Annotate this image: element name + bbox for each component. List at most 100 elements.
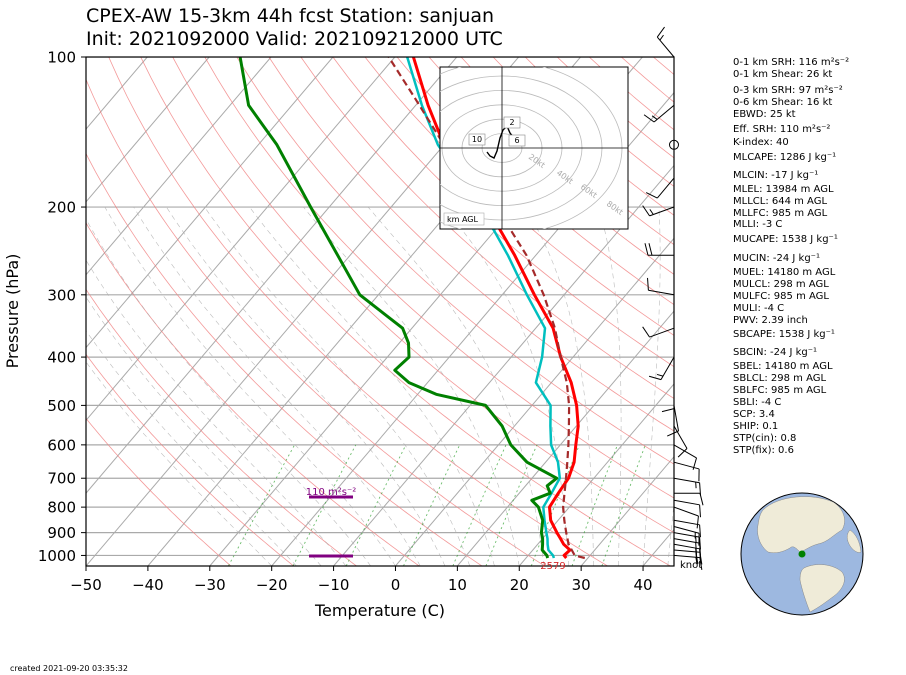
y-tick-label: 900: [47, 524, 76, 542]
wind-barb: [673, 477, 701, 496]
x-tick-label: −50: [70, 576, 102, 594]
dry-adiabat: [364, 57, 674, 336]
plot-frame: [85, 56, 675, 567]
y-tick-label: 300: [47, 286, 76, 304]
dry-adiabat: [140, 57, 671, 566]
wind-barb: [645, 177, 675, 199]
moist-adiabat: [249, 206, 495, 566]
isotherm: [86, 57, 396, 422]
x-tick-label: 0: [391, 576, 401, 594]
moist-adiabat: [86, 296, 322, 566]
dry-adiabat: [268, 57, 674, 432]
temperature-line: [411, 57, 580, 559]
x-tick-label: 40: [634, 576, 653, 594]
wind-barb: [661, 382, 675, 413]
y-axis-label: Pressure (hPa): [3, 254, 22, 369]
index-line: 0-1 km Shear: 26 kt: [733, 69, 833, 80]
index-line: MLCAPE: 1286 J kg⁻¹: [733, 152, 837, 163]
y-tick-label: 100: [47, 49, 76, 67]
isotherm: [395, 237, 674, 566]
index-line: EBWD: 25 kt: [733, 109, 796, 120]
y-tick-label: 800: [47, 499, 76, 517]
globe-africa-edge: [846, 529, 862, 553]
dry-adiabat: [86, 222, 420, 566]
index-line: MLLCL: 644 m AGL: [733, 196, 828, 207]
y-tick-label: 200: [47, 199, 76, 217]
y-tick-label: 400: [47, 349, 76, 367]
created-timestamp: created 2021-09-20 03:35:32: [10, 664, 128, 673]
wind-barb: [673, 444, 697, 470]
srh-label: 110 m²s⁻²: [306, 487, 357, 498]
dry-adiabat: [172, 57, 674, 534]
x-tick-label: 10: [448, 576, 467, 594]
x-tick-label: 30: [572, 576, 591, 594]
moist-adiabat: [303, 206, 520, 566]
moist-adiabat: [367, 206, 545, 566]
index-line: MLCIN: -17 J kg⁻¹: [733, 170, 819, 181]
index-line: STP(cin): 0.8: [733, 433, 797, 444]
wind-barb: [643, 104, 675, 123]
mixing-ratio-line: [601, 444, 646, 566]
moist-adiabat: [133, 206, 421, 566]
dry-adiabat: [332, 57, 674, 368]
moist-adiabat: [598, 206, 622, 566]
index-line: 0-6 km Shear: 16 kt: [733, 97, 833, 108]
x-tick-label: −20: [256, 576, 288, 594]
moist-adiabat: [86, 218, 371, 566]
isotherm: [86, 57, 148, 130]
wind-barb: [673, 519, 701, 538]
wind-barb: [673, 499, 701, 518]
moist-adiabat: [642, 206, 661, 566]
x-tick-label: −10: [318, 576, 350, 594]
chart-title-line-1: CPEX-AW 15-3km 44h fcst Station: sanjuan: [86, 5, 495, 27]
moist-adiabat: [204, 206, 470, 566]
wetbulb-line: [406, 57, 562, 559]
index-line: SBLCL: 298 m AGL: [733, 373, 827, 384]
x-tick-label: −30: [194, 576, 226, 594]
wind-barb: [648, 356, 675, 381]
index-line: MULFC: 985 m AGL: [733, 291, 829, 302]
moist-adiabat: [86, 330, 297, 566]
index-line: SHIP: 0.1: [733, 421, 779, 432]
surface-temperature-label: 2579: [540, 561, 565, 572]
dry-adiabat: [86, 78, 546, 566]
isotherm: [86, 57, 272, 276]
dry-adiabat: [300, 57, 674, 399]
moist-adiabat: [86, 259, 347, 566]
dry-adiabat: [396, 57, 674, 306]
mixing-ratio-line: [452, 444, 507, 566]
index-line: MUCIN: -24 J kg⁻¹: [733, 253, 820, 264]
wind-barb: [673, 461, 700, 482]
index-line: 0-3 km SRH: 97 m²s⁻²: [733, 85, 843, 96]
wind-barb: [673, 526, 700, 546]
index-line: MUCAPE: 1538 J kg⁻¹: [733, 234, 838, 245]
wind-barb: [644, 243, 674, 256]
isotherm: [271, 91, 674, 566]
x-tick-label: −40: [132, 576, 164, 594]
index-line: STP(fix): 0.6: [733, 445, 794, 456]
index-line: SBCAPE: 1538 J kg⁻¹: [733, 329, 835, 340]
y-tick-label: 700: [47, 470, 76, 488]
dry-adiabat: [108, 57, 608, 566]
index-line: SBCIN: -24 J kg⁻¹: [733, 347, 818, 358]
isotherm: [86, 57, 458, 494]
index-line: SCP: 3.4: [733, 409, 775, 420]
hodograph-height-label: 6: [514, 136, 519, 145]
isotherm: [86, 57, 210, 203]
hodograph-height-label: 2: [509, 118, 514, 127]
moist-adiabat: [86, 361, 272, 566]
station-marker: [798, 550, 806, 558]
dewpoint-line: [238, 57, 559, 559]
mixing-ratio-line: [571, 444, 618, 566]
wind-barb: [642, 326, 675, 338]
x-axis-label: Temperature (C): [314, 601, 445, 620]
moist-adiabat: [524, 206, 594, 566]
index-line: 0-1 km SRH: 116 m²s⁻²: [733, 57, 850, 68]
dry-adiabat: [86, 152, 483, 566]
index-line: SBLI: -4 C: [733, 397, 782, 408]
index-line: K-index: 40: [733, 137, 789, 148]
y-tick-label: 500: [47, 397, 76, 415]
moist-adiabat: [166, 206, 446, 566]
y-tick-label: 600: [47, 436, 76, 454]
index-line: SBLFC: 985 m AGL: [733, 385, 827, 396]
